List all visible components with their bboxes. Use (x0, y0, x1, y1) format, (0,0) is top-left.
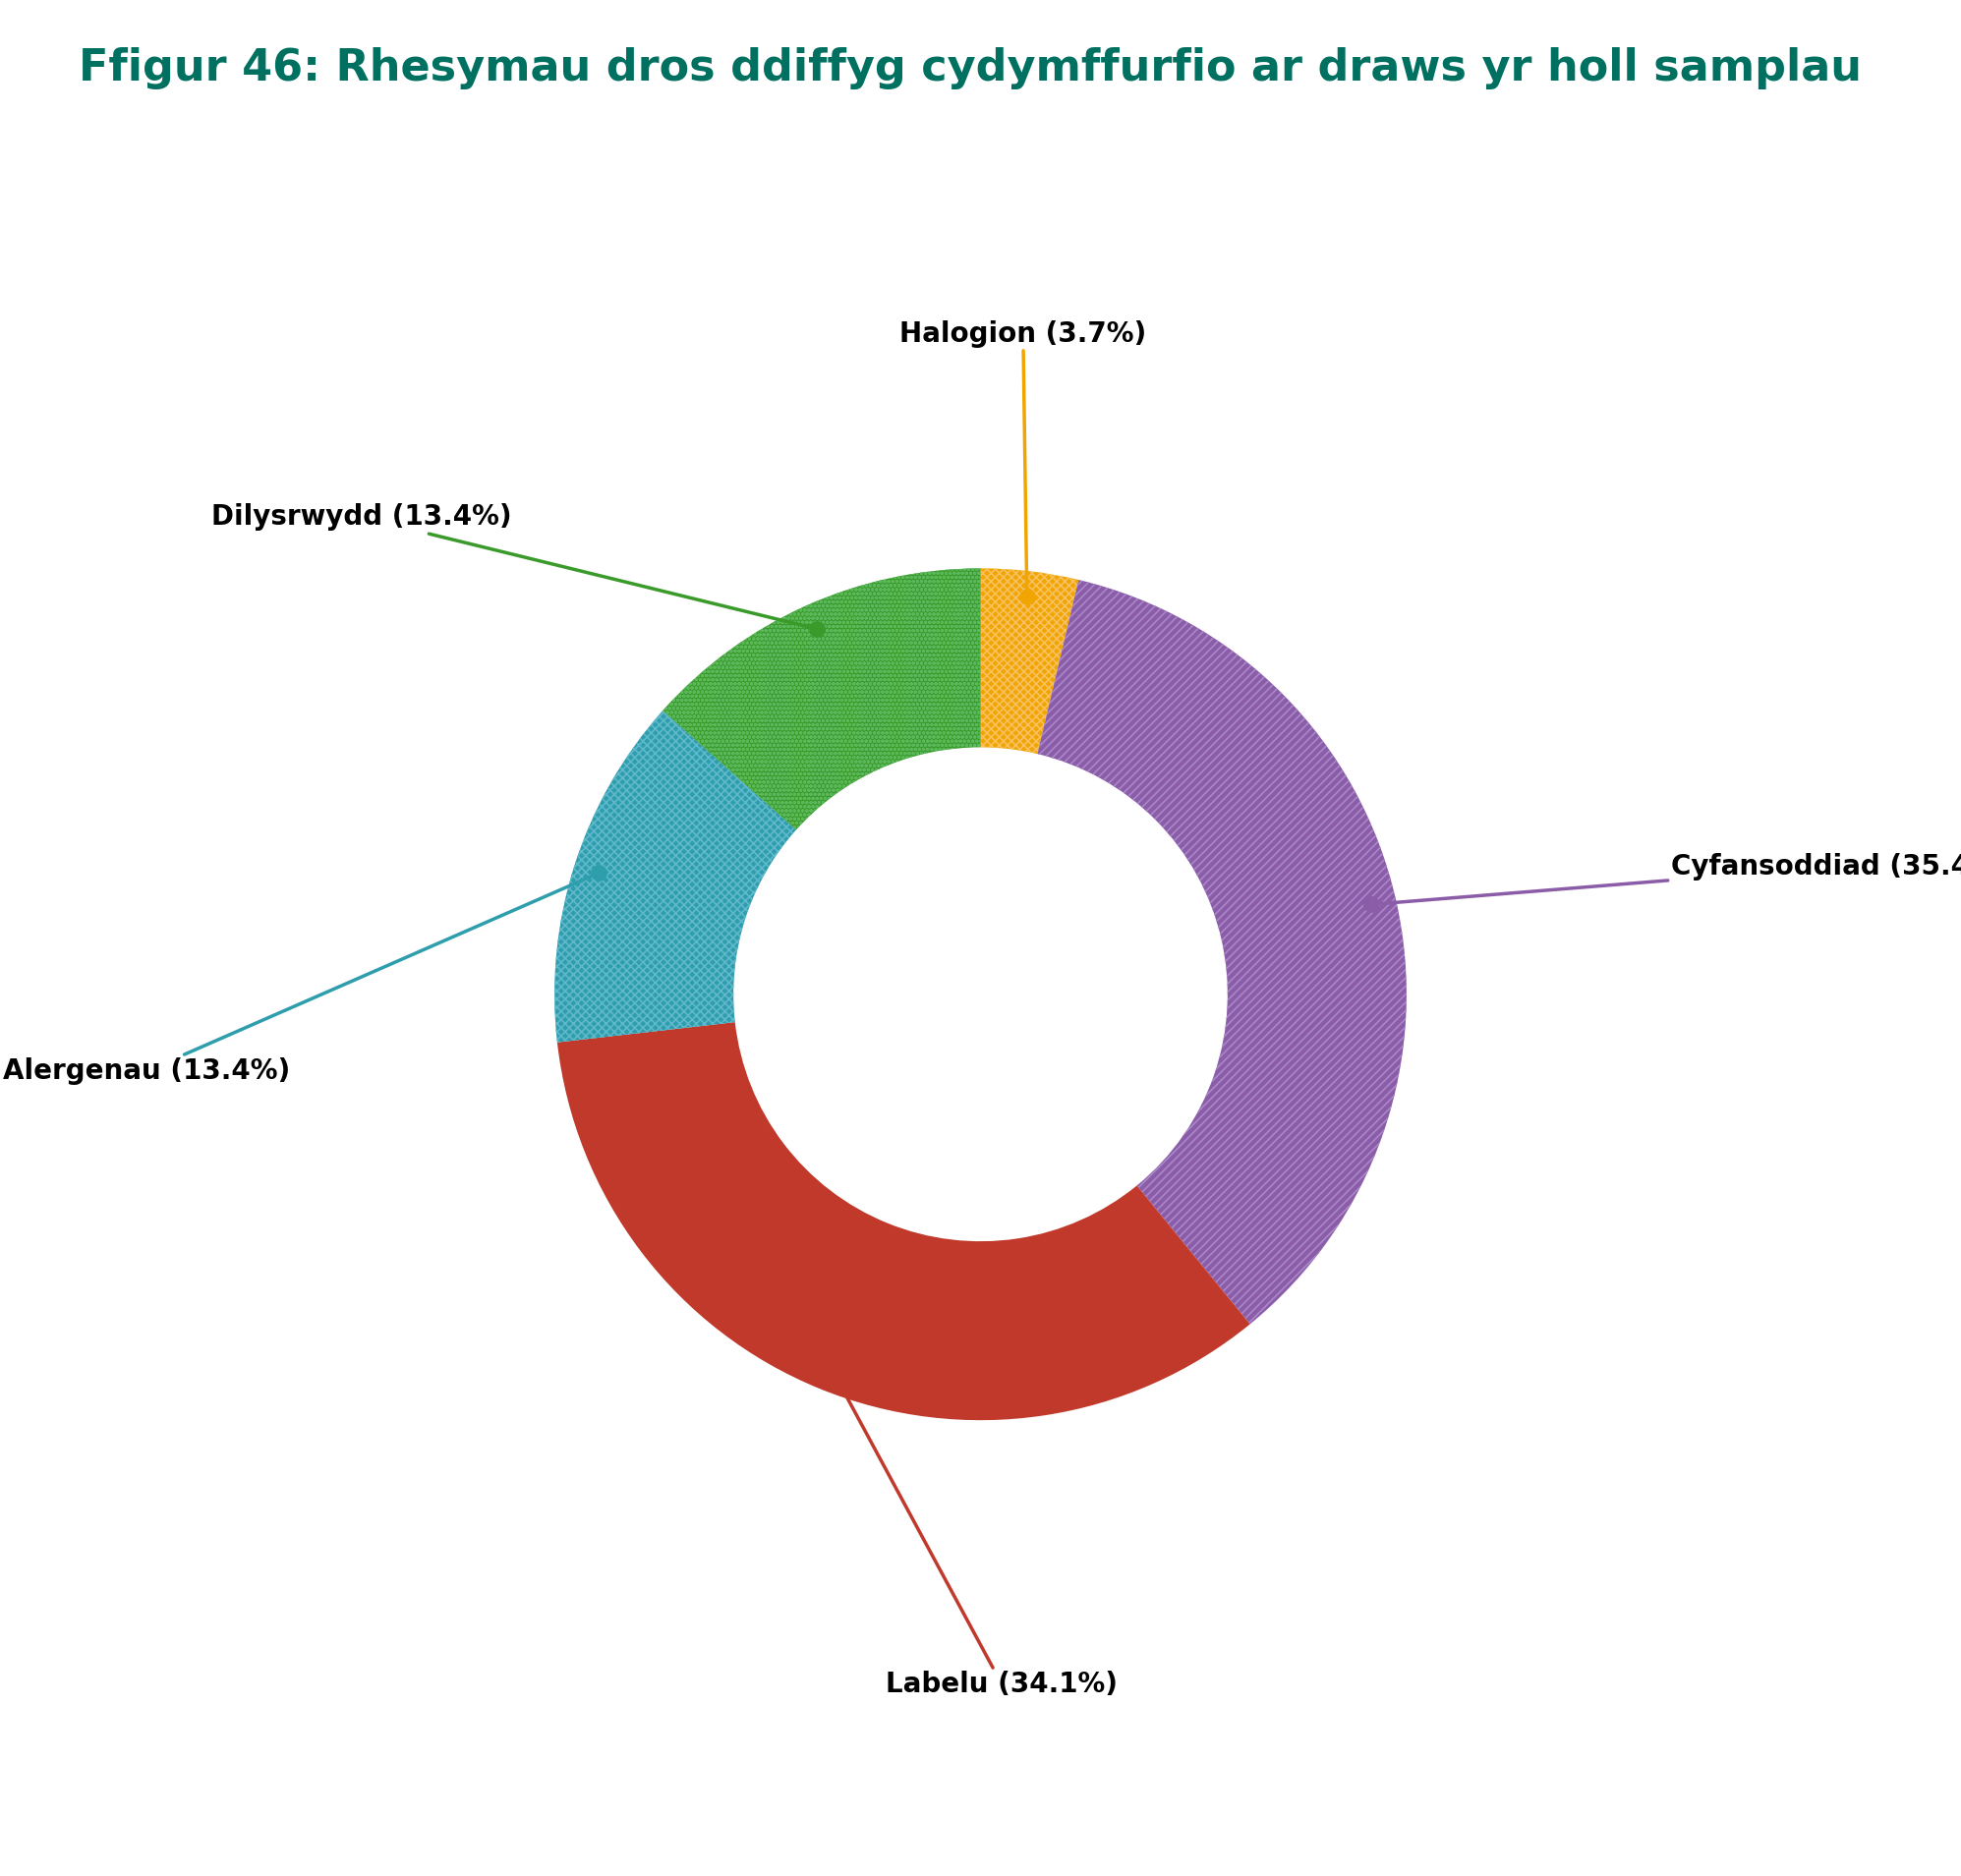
Wedge shape (663, 568, 980, 829)
Text: Cyfansoddiad (35.4%): Cyfansoddiad (35.4%) (1371, 854, 1961, 904)
Wedge shape (1037, 580, 1406, 1324)
Text: Dilysrwydd (13.4%): Dilysrwydd (13.4%) (212, 503, 818, 628)
Text: Alergenau (13.4%): Alergenau (13.4%) (4, 872, 598, 1084)
Wedge shape (557, 1022, 1249, 1420)
Text: Ffigur 46: Rhesymau dros ddiffyg cydymffurfio ar draws yr holl samplau: Ffigur 46: Rhesymau dros ddiffyg cydymff… (78, 47, 1861, 90)
Wedge shape (980, 568, 1079, 754)
Text: Halogion (3.7%): Halogion (3.7%) (900, 321, 1147, 597)
Wedge shape (555, 711, 796, 1043)
Text: Labelu (34.1%): Labelu (34.1%) (830, 1366, 1118, 1698)
